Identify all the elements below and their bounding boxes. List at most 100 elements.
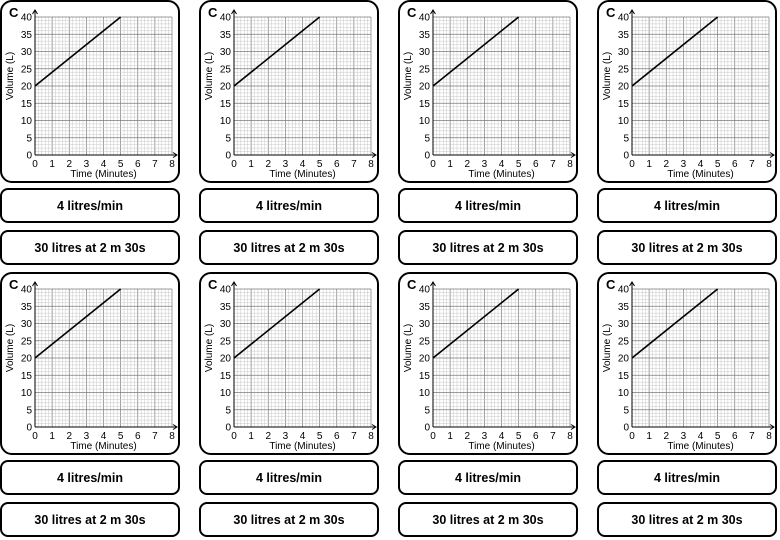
x-tick-label: 0 [629,431,635,442]
y-axis-label: Volume (L) [602,52,613,100]
y-axis-label: Volume (L) [403,52,414,100]
y-tick-label: 30 [220,319,232,330]
y-tick-label: 40 [220,13,232,24]
y-tick-label: 40 [21,13,33,24]
rate-card[interactable]: 4 litres/min [597,460,777,495]
y-tick-label: 0 [225,423,231,434]
x-tick-label: 6 [732,431,738,442]
x-tick-label: 4 [499,159,505,170]
y-tick-label: 5 [225,133,231,144]
y-tick-label: 30 [21,319,33,330]
graph-card[interactable]: C 0 1 2 3 4 5 6 7 8 0 5 10 15 20 25 30 35 40 Time (Minutes)… [0,0,180,183]
x-axis-arrow-icon [570,152,576,158]
grid [631,16,770,156]
x-tick-label: 1 [447,431,453,442]
x-tick-label: 3 [482,431,488,442]
y-tick-label: 0 [26,151,32,162]
graph-card[interactable]: C 0 1 2 3 4 5 6 7 8 0 5 10 15 20 25 30 35 40 Time (Minutes)… [199,272,379,455]
y-tick-label: 10 [419,116,431,127]
graph-card[interactable]: C 0 1 2 3 4 5 6 7 8 0 5 10 15 20 25 30 35 40 Time (Minutes)… [597,272,777,455]
x-tick-label: 8 [766,431,772,442]
x-tick-label: 3 [84,159,90,170]
rate-card[interactable]: 4 litres/min [0,188,180,223]
card-letter: C [407,277,417,292]
y-tick-label: 0 [26,423,32,434]
x-tick-label: 8 [169,159,175,170]
value-card[interactable]: 30 litres at 2 m 30s [0,502,180,537]
value-card[interactable]: 30 litres at 2 m 30s [398,502,578,537]
value-card[interactable]: 30 litres at 2 m 30s [398,230,578,265]
value-card[interactable]: 30 litres at 2 m 30s [597,230,777,265]
graph-card[interactable]: C 0 1 2 3 4 5 6 7 8 0 5 10 15 20 25 30 35 40 Time (Minutes)… [398,0,578,183]
graph-card[interactable]: C 0 1 2 3 4 5 6 7 8 0 5 10 15 20 25 30 35 40 Time (Minutes)… [398,272,578,455]
y-tick-label: 10 [419,388,431,399]
x-tick-label: 1 [646,431,652,442]
x-tick-label: 6 [135,159,141,170]
x-tick-label: 6 [135,431,141,442]
y-axis-label: Volume (L) [204,324,215,372]
value-card[interactable]: 30 litres at 2 m 30s [0,230,180,265]
y-tick-label: 35 [220,30,232,41]
y-tick-label: 40 [220,285,232,296]
x-tick-label: 4 [698,159,704,170]
y-tick-label: 25 [21,64,33,75]
x-tick-label: 4 [101,159,107,170]
y-tick-label: 5 [623,133,629,144]
x-tick-label: 2 [663,159,669,170]
series-line-volume [631,16,719,87]
x-tick-label: 1 [49,159,55,170]
x-axis-label: Time (Minutes) [269,441,335,452]
x-tick-label: 7 [749,431,755,442]
x-axis-label: Time (Minutes) [667,441,733,452]
x-tick-label: 0 [32,159,38,170]
y-tick-label: 25 [21,336,33,347]
x-tick-label: 7 [351,431,357,442]
graph-card[interactable]: C 0 1 2 3 4 5 6 7 8 0 5 10 15 20 25 30 35 40 Time (Minutes)… [0,272,180,455]
card-letter: C [407,5,417,20]
y-tick-label: 5 [424,133,430,144]
y-tick-label: 15 [618,371,630,382]
rate-card[interactable]: 4 litres/min [398,188,578,223]
y-axis-arrow-icon [32,281,38,287]
rate-card[interactable]: 4 litres/min [199,460,379,495]
x-tick-label: 7 [550,159,556,170]
rate-card[interactable]: 4 litres/min [597,188,777,223]
grid [432,16,571,156]
x-tick-label: 7 [550,431,556,442]
y-tick-label: 35 [618,302,630,313]
x-tick-label: 7 [152,159,158,170]
grid [34,16,173,156]
rate-card[interactable]: 4 litres/min [199,188,379,223]
y-tick-label: 15 [220,371,232,382]
rate-card[interactable]: 4 litres/min [0,460,180,495]
y-tick-label: 0 [623,151,629,162]
graph-card[interactable]: C 0 1 2 3 4 5 6 7 8 0 5 10 15 20 25 30 35 40 Time (Minutes)… [199,0,379,183]
grid [233,288,372,428]
x-tick-label: 8 [567,159,573,170]
card-letter: C [208,5,218,20]
value-card[interactable]: 30 litres at 2 m 30s [199,502,379,537]
x-axis-label: Time (Minutes) [667,169,733,180]
x-tick-label: 6 [334,431,340,442]
x-tick-label: 0 [430,431,436,442]
y-tick-label: 0 [623,423,629,434]
rate-card[interactable]: 4 litres/min [398,460,578,495]
series-line-volume [34,288,122,359]
x-axis-arrow-icon [371,424,377,430]
x-tick-label: 3 [482,159,488,170]
value-card[interactable]: 30 litres at 2 m 30s [597,502,777,537]
x-axis-arrow-icon [570,424,576,430]
y-tick-label: 20 [21,82,33,93]
y-tick-label: 20 [618,354,630,365]
x-tick-label: 5 [317,431,323,442]
y-tick-label: 20 [21,354,33,365]
value-card[interactable]: 30 litres at 2 m 30s [199,230,379,265]
graph-card[interactable]: C 0 1 2 3 4 5 6 7 8 0 5 10 15 20 25 30 35 40 Time (Minutes)… [597,0,777,183]
x-tick-label: 0 [430,159,436,170]
y-tick-label: 10 [21,388,33,399]
y-tick-label: 10 [220,116,232,127]
